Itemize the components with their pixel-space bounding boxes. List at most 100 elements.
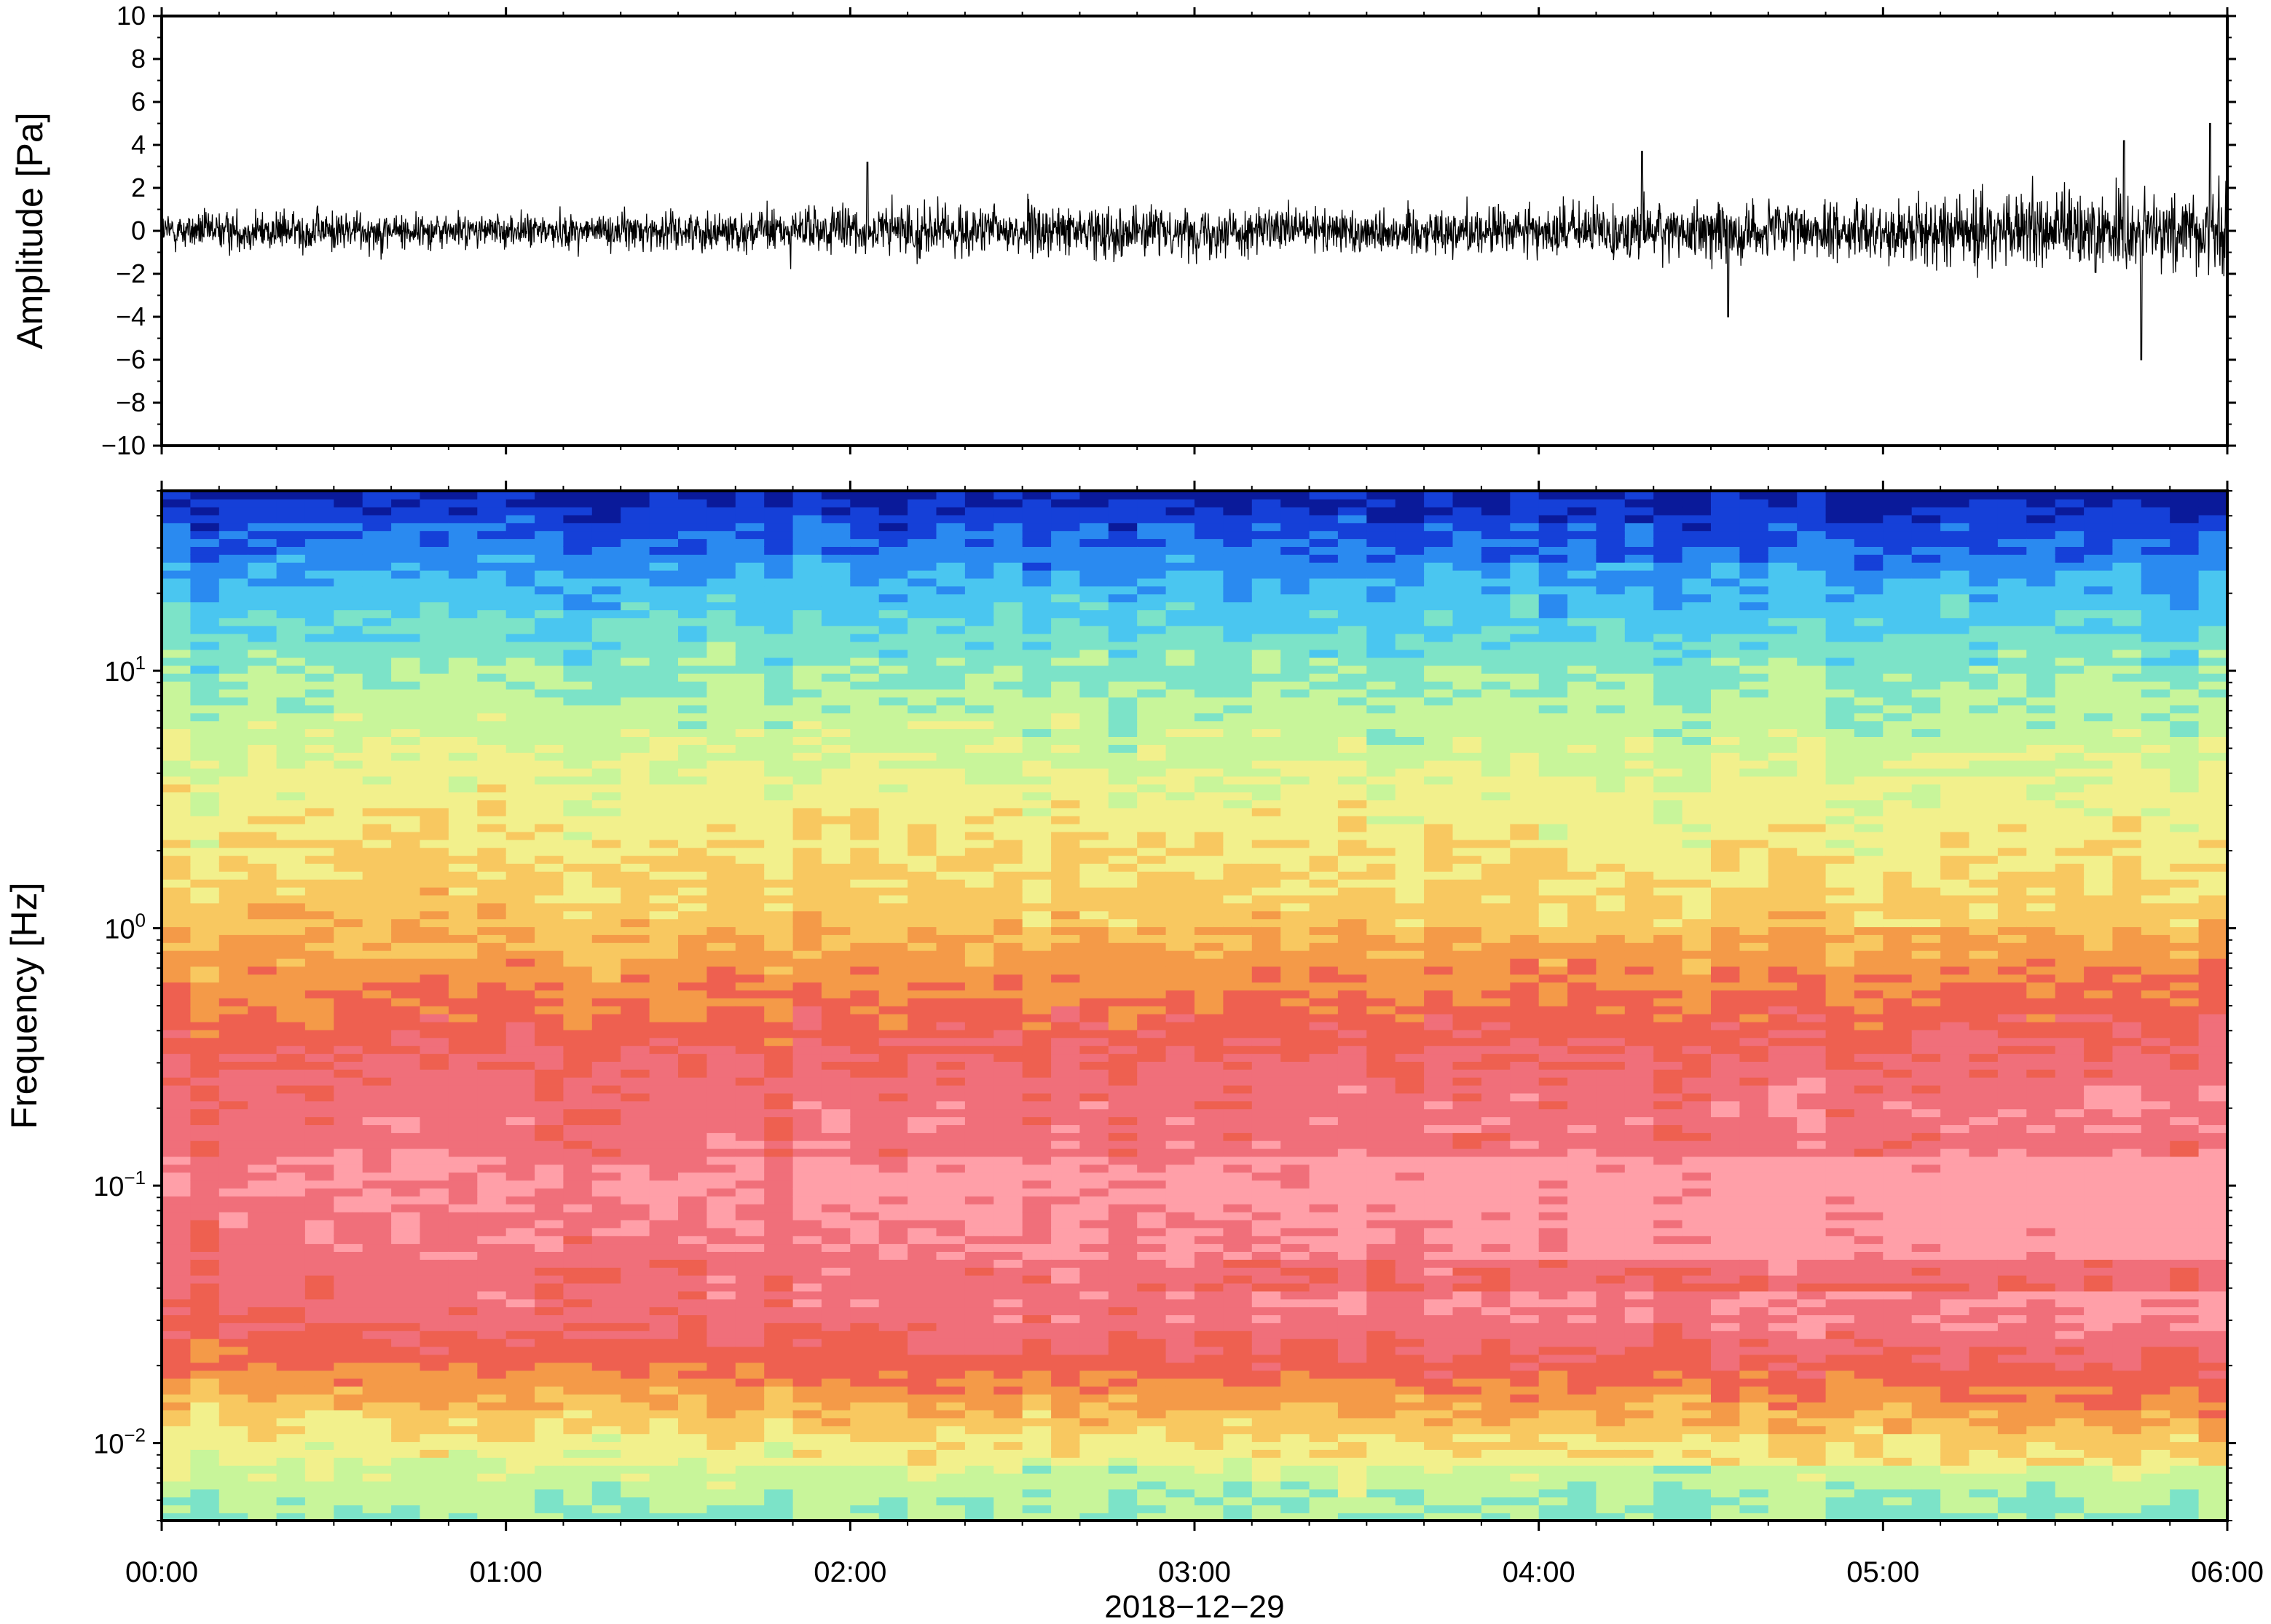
spectrogram-cell bbox=[448, 871, 479, 880]
spectrogram-cell bbox=[1051, 1029, 1081, 1038]
spectrogram-cell bbox=[334, 902, 363, 912]
spectrogram-cell bbox=[1108, 1457, 1138, 1466]
spectrogram-cell bbox=[1108, 1290, 1138, 1300]
spectrogram-cell bbox=[391, 657, 421, 666]
spectrogram-cell bbox=[821, 1211, 851, 1221]
spectrogram-cell bbox=[190, 530, 220, 540]
spectrogram-cell bbox=[878, 1497, 908, 1506]
spectrogram-cell bbox=[850, 1132, 880, 1141]
spectrogram-cell bbox=[535, 982, 564, 991]
spectrogram-cell bbox=[563, 657, 593, 666]
spectrogram-cell bbox=[993, 1338, 1023, 1347]
spectrogram-cell bbox=[505, 808, 535, 816]
spectrogram-cell bbox=[764, 950, 794, 959]
spectrogram-cell bbox=[850, 863, 880, 872]
spectrogram-cell bbox=[563, 649, 593, 658]
spectrogram-cell bbox=[1022, 1196, 1052, 1205]
spectrogram-cell bbox=[276, 736, 306, 745]
spectrogram-cell bbox=[1022, 760, 1052, 769]
spectrogram-cell bbox=[936, 1061, 966, 1070]
spectrogram-cell bbox=[477, 522, 507, 532]
spectrogram-cell bbox=[219, 958, 248, 967]
spectrogram-cell bbox=[678, 712, 708, 722]
spectrogram-cell bbox=[362, 974, 392, 983]
spectrogram-cell bbox=[678, 831, 708, 840]
spectrogram-cell bbox=[735, 641, 765, 650]
spectrogram-cell bbox=[649, 1346, 679, 1355]
spectrogram-cell bbox=[678, 942, 708, 951]
spectrogram-cell bbox=[621, 1092, 650, 1102]
spectrogram-cell bbox=[420, 712, 449, 722]
spectrogram-cell bbox=[362, 522, 392, 532]
spectrogram-cell bbox=[477, 491, 507, 500]
spectrogram-cell bbox=[735, 1219, 765, 1229]
spectrogram-cell bbox=[1165, 1180, 1195, 1189]
spectrogram-cell bbox=[391, 1513, 421, 1521]
spectrogram-cell bbox=[936, 974, 966, 983]
spectrogram-cell bbox=[964, 1037, 995, 1046]
spectrogram-cell bbox=[420, 561, 449, 571]
spectrogram-cell bbox=[477, 1338, 507, 1347]
spectrogram-cell bbox=[276, 1092, 306, 1102]
spectrogram-cell bbox=[878, 665, 908, 674]
spectrogram-cell bbox=[334, 1378, 363, 1387]
spectrogram-cell bbox=[477, 1282, 507, 1292]
spectrogram-cell bbox=[276, 688, 306, 698]
spectrogram-cell bbox=[821, 1338, 851, 1347]
spectrogram-cell bbox=[936, 625, 966, 634]
spectrogram-cell bbox=[1051, 879, 1081, 888]
spectrogram-cell bbox=[678, 1061, 708, 1070]
spectrogram-cell bbox=[276, 1116, 306, 1125]
spectrogram-cell bbox=[1194, 1061, 1224, 1070]
spectrogram-cell bbox=[505, 1235, 535, 1245]
spectrogram-cell bbox=[276, 506, 306, 516]
spectrogram-cell bbox=[334, 681, 363, 690]
spectrogram-cell bbox=[362, 1172, 392, 1181]
spectrogram-cell bbox=[993, 633, 1023, 642]
spectrogram-cell bbox=[248, 894, 278, 904]
spectrogram-cell bbox=[535, 491, 564, 500]
spectrogram-cell bbox=[304, 546, 335, 555]
spectrogram-cell bbox=[563, 633, 593, 642]
spectrogram-cell bbox=[219, 1100, 248, 1110]
spectrogram-cell bbox=[1051, 649, 1081, 658]
spectrogram-cell bbox=[362, 1489, 392, 1498]
spectrogram-cell bbox=[190, 784, 220, 793]
spectrogram-cell bbox=[707, 1116, 736, 1125]
spectrogram-cell bbox=[276, 1513, 306, 1521]
spectrogram-cell bbox=[821, 1092, 851, 1102]
spectrogram-cell bbox=[764, 1069, 794, 1078]
spectrogram-cell bbox=[420, 768, 449, 777]
spectrogram-cell bbox=[621, 1457, 650, 1466]
spectrogram-cell bbox=[591, 1370, 621, 1379]
spectrogram-cell bbox=[678, 641, 708, 650]
spectrogram-cell bbox=[162, 586, 192, 595]
spectrogram-cell bbox=[219, 554, 248, 563]
spectrogram-cell bbox=[1108, 950, 1138, 959]
spectrogram-cell bbox=[1137, 808, 1167, 816]
spectrogram-cell bbox=[1108, 752, 1138, 761]
spectrogram-cell bbox=[591, 506, 621, 516]
spectrogram-cell bbox=[1051, 1417, 1081, 1427]
spectrogram-cell bbox=[420, 681, 449, 690]
spectrogram-cell bbox=[190, 1425, 220, 1435]
spectrogram-cell bbox=[362, 1061, 392, 1070]
spectrogram-cell bbox=[591, 546, 621, 555]
spectrogram-cell bbox=[334, 1331, 363, 1339]
spectrogram-cell bbox=[448, 1378, 479, 1387]
spectrogram-cell bbox=[1194, 514, 1224, 524]
spectrogram-cell bbox=[936, 1433, 966, 1443]
spectrogram-cell bbox=[477, 1172, 507, 1181]
spectrogram-cell bbox=[1079, 1211, 1109, 1221]
spectrogram-cell bbox=[334, 696, 363, 706]
spectrogram-cell bbox=[563, 1076, 593, 1086]
spectrogram-cell bbox=[591, 1203, 621, 1213]
spectrogram-cell bbox=[1079, 1219, 1109, 1229]
spectrogram-cell bbox=[535, 1013, 564, 1022]
spectrogram-cell bbox=[362, 1140, 392, 1149]
spectrogram-cell bbox=[248, 1196, 278, 1205]
spectrogram-cell bbox=[535, 1045, 564, 1055]
spectrogram-cell bbox=[964, 1100, 995, 1110]
spectrogram-cell bbox=[764, 934, 794, 943]
spectrogram-cell bbox=[792, 1156, 822, 1165]
